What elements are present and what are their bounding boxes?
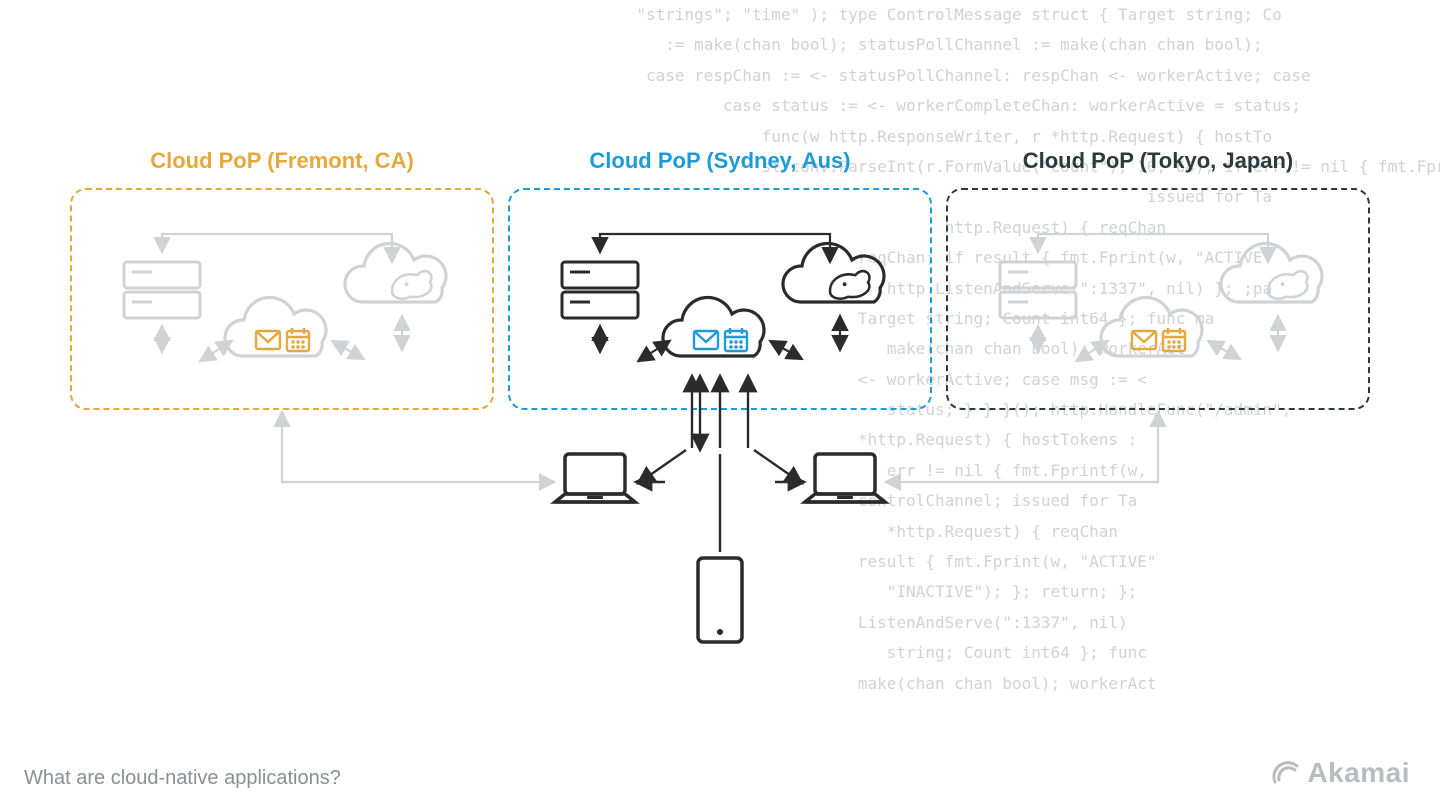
pop-interior-fremont xyxy=(124,234,446,360)
services-cloud-icon xyxy=(663,297,764,356)
link-to-fremont xyxy=(282,414,552,482)
mail-icon xyxy=(256,331,280,349)
services-cloud-icon xyxy=(225,297,326,356)
mail-icon xyxy=(1132,331,1156,349)
footer-caption: What are cloud-native applications? xyxy=(24,767,341,790)
calendar-icon xyxy=(725,328,747,351)
mysql-dolphin-icon xyxy=(830,271,869,299)
mysql-dolphin-icon xyxy=(1268,271,1307,299)
pop-interior-sydney xyxy=(562,234,884,360)
pop-interior-tokyo xyxy=(1000,234,1322,360)
calendar-icon xyxy=(287,328,309,351)
calendar-icon xyxy=(1163,328,1185,351)
mysql-dolphin-icon xyxy=(392,271,431,299)
akamai-wave-icon xyxy=(1269,756,1303,790)
brand-label: Akamai xyxy=(1307,757,1410,789)
servers-icon xyxy=(562,262,638,318)
servers-icon xyxy=(124,262,200,318)
link-to-tokyo xyxy=(888,414,1158,482)
services-cloud-icon xyxy=(1101,297,1202,356)
laptop-right xyxy=(805,454,885,502)
laptop-left xyxy=(555,454,635,502)
mail-icon xyxy=(694,331,718,349)
phone xyxy=(698,558,742,642)
diagram-svg xyxy=(0,0,1440,810)
servers-icon xyxy=(1000,262,1076,318)
brand-logo: Akamai xyxy=(1269,756,1410,790)
